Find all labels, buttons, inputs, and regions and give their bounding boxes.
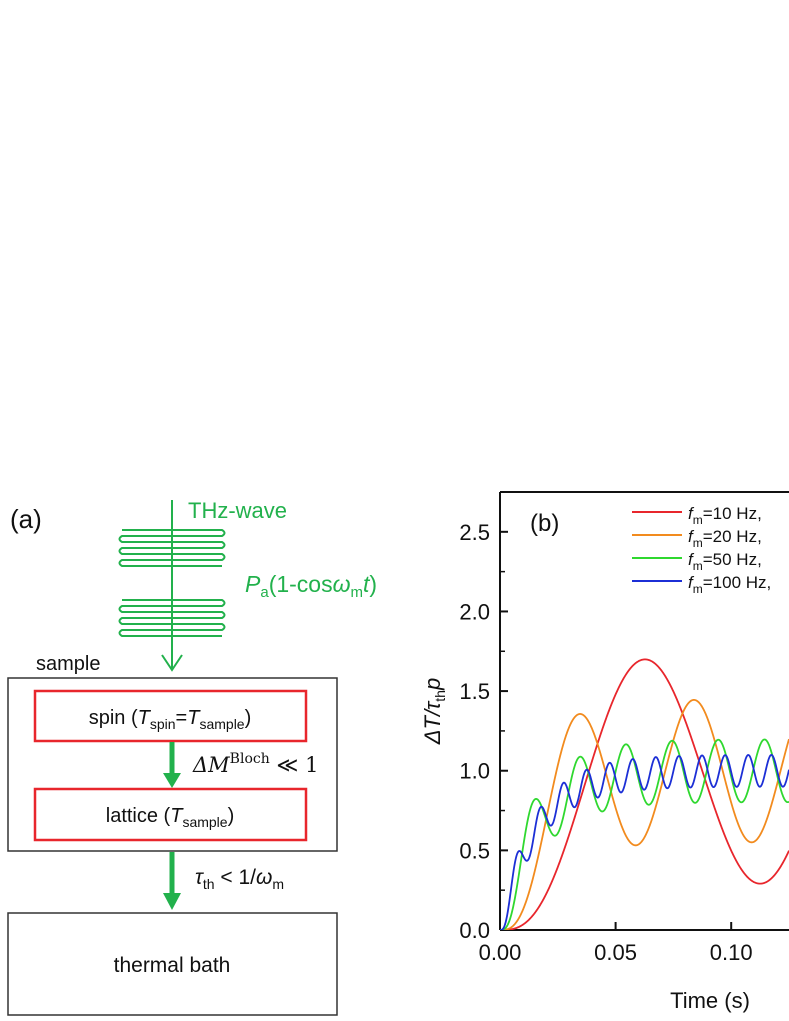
x-ticks: 0.000.050.100 [479,922,753,965]
panel-a-label: (a) [10,504,42,534]
sample-label: sample [36,653,100,675]
power-close: ) [369,571,377,597]
panel-a: (a) THz-wave Pa(1-cosωmt) sample spin (T… [7,498,377,1016]
tau-omega: ω [256,866,272,889]
legend-entry-4: fm=100 Hz, [688,573,771,596]
power-expression: Pa(1-cosωmt) [245,571,377,601]
y-label-delta: ΔT/ [420,708,445,745]
y-label-tau: τ [420,700,445,710]
x-tick-label: 0.05 [594,940,637,965]
legend-entry-2: fm=20 Hz, [688,527,762,550]
y-tick-label: 2.5 [459,520,490,545]
tau-expression: τth < 1/ωm [195,866,284,892]
spin-t1-sub: spin [150,716,176,732]
wave-packet-lower [118,599,226,637]
lattice-box [33,787,308,842]
spin-close: ) [245,707,252,729]
arrow-lattice-bath-head [163,893,181,910]
spin-eq: = [176,707,188,729]
y-tick-label: 0.5 [459,838,490,863]
lattice-t: T [170,805,184,827]
y-ticks: 0.0 0.5 1.0 1.5 2.0 2.5 [459,491,508,943]
x-axis-label: Time (s) [670,988,750,1013]
spin-text: spin (Tspin=Tsample) [89,707,252,732]
delta-m-expression: ΔMBloch ≪ 1 [192,751,318,777]
delta-m-tail: ≪ 1 [270,753,319,777]
lattice-close: ) [228,805,235,827]
power-t: t [363,571,371,597]
lattice-t-sub: sample [182,814,227,830]
panel-b: 0.00.51.01.52.02.5 0.000.050.100 (b) fm=… [420,491,789,1013]
spin-box [33,689,308,743]
power-mid: (1-cos [269,571,333,597]
series-line-1 [500,658,789,930]
power-p-sub: a [260,584,269,601]
y-tick-label: 1.5 [459,679,490,704]
delta-m: ΔM [192,753,230,777]
delta-m-sup: Bloch [230,751,270,767]
panel-b-label: (b) [530,510,559,537]
lattice-text: lattice (Tsample) [106,805,235,830]
series-line-3 [500,738,789,930]
y-label-tau-sub: th [432,690,448,702]
arrow-spin-lattice-head [163,773,181,788]
spin-t2-sub: sample [199,716,244,732]
wave-arrowhead [161,654,183,672]
x-tick-label: 0.00 [479,940,522,965]
legend-entry-1: fm=10 Hz, [688,504,762,527]
lattice-prefix: lattice ( [106,805,171,827]
legend-entry-3: fm=50 Hz, [688,550,762,573]
spin-prefix: spin ( [89,707,138,729]
tau: τ [195,866,204,889]
y-tick-label: 1.0 [459,759,490,784]
spin-t2: T [187,707,201,729]
curves [500,658,789,930]
sample-frame [7,677,338,852]
tau-omega-sub: m [272,876,284,892]
y-label-p: p [420,678,445,691]
wave-packet-upper [118,529,226,567]
y-tick-label: 2.0 [459,599,490,624]
tau-sub: th [203,876,215,892]
thz-wave-label: THz-wave [188,498,287,523]
power-omega-sub: m [351,584,364,601]
legend: fm=10 Hz,fm=20 Hz,fm=50 Hz,fm=100 Hz, [632,504,771,596]
x-tick-label: 0.10 [710,940,753,965]
series-line-2 [500,699,789,930]
series-line-4 [500,754,789,930]
thermal-bath-box [7,912,338,1016]
power-omega: ω [333,571,351,597]
spin-t1: T [138,707,152,729]
y-axis-label: ΔT/τthp [420,678,448,745]
tau-mid: < 1/ [215,866,257,889]
y-tick-label: 0.0 [459,918,490,943]
thermal-bath-label: thermal bath [114,954,231,977]
power-p: P [245,571,261,597]
